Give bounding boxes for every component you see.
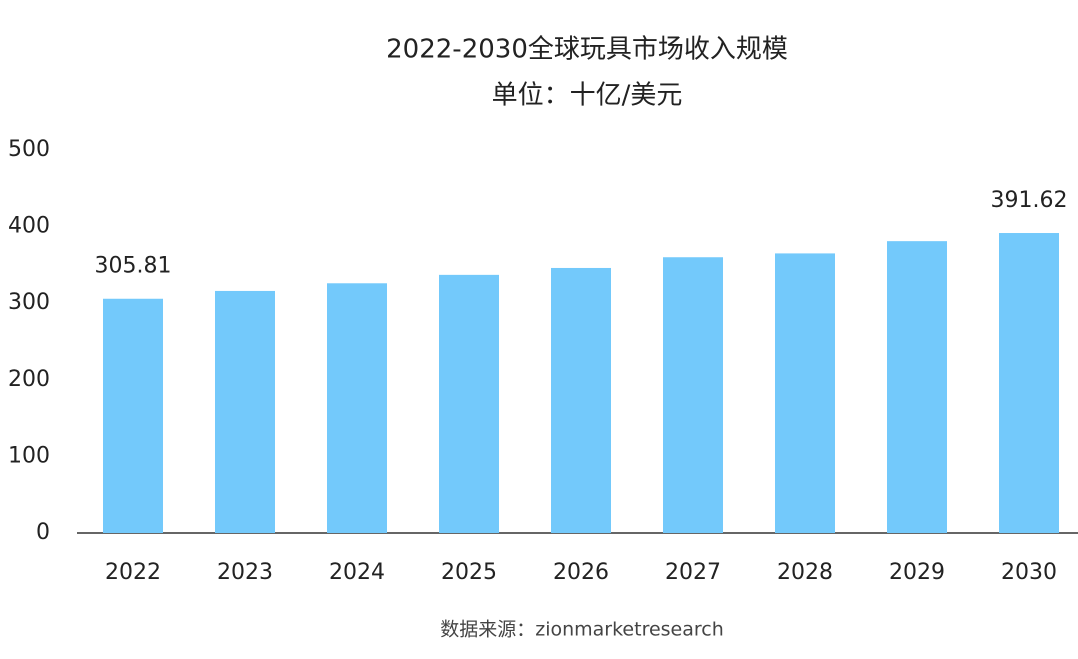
bar <box>551 267 611 533</box>
y-tick-label: 0 <box>36 520 50 545</box>
chart-subtitle: 单位：十亿/美元 <box>492 81 683 111</box>
bar <box>887 241 947 534</box>
chart-title: 2022-2030全球玩具市场收入规模 <box>386 35 788 65</box>
source-note: 数据来源：zionmarketresearch <box>440 619 724 641</box>
bar <box>663 257 723 533</box>
x-tick-label: 2026 <box>553 560 609 585</box>
x-tick-label: 2022 <box>105 560 161 585</box>
x-tick-label: 2028 <box>777 560 833 585</box>
y-tick-label: 300 <box>8 290 50 315</box>
bar <box>439 274 499 533</box>
bar <box>103 298 163 533</box>
x-tick-label: 2023 <box>217 560 273 585</box>
x-tick-label: 2024 <box>329 560 385 585</box>
y-tick-label: 400 <box>8 214 50 239</box>
y-tick-label: 500 <box>8 137 50 162</box>
y-tick-label: 200 <box>8 367 50 392</box>
bar <box>327 283 387 533</box>
bar <box>775 253 835 533</box>
x-tick-label: 2027 <box>665 560 721 585</box>
x-tick-label: 2030 <box>1001 560 1057 585</box>
x-tick-label: 2029 <box>889 560 945 585</box>
y-tick-label: 100 <box>8 443 50 468</box>
bar <box>999 233 1059 533</box>
data-label: 391.62 <box>991 188 1068 213</box>
bar <box>215 290 275 533</box>
data-label: 305.81 <box>95 254 172 279</box>
x-tick-label: 2025 <box>441 560 497 585</box>
